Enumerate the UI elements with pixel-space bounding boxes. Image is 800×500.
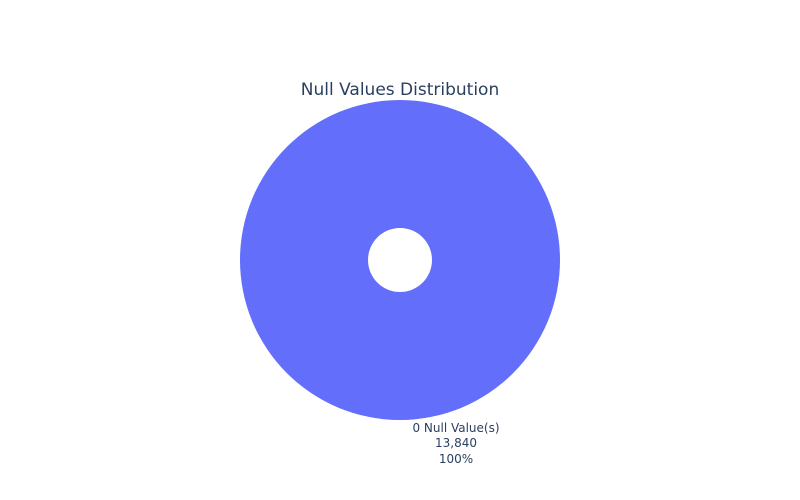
slice-label-value: 13,840	[435, 436, 477, 450]
slices-layer	[240, 100, 560, 420]
chart-title: Null Values Distribution	[301, 80, 499, 100]
donut-slice-0[interactable]	[240, 100, 560, 420]
slice-label-name: 0 Null Value(s)	[412, 421, 499, 435]
slice-label-percent: 100%	[439, 452, 473, 466]
